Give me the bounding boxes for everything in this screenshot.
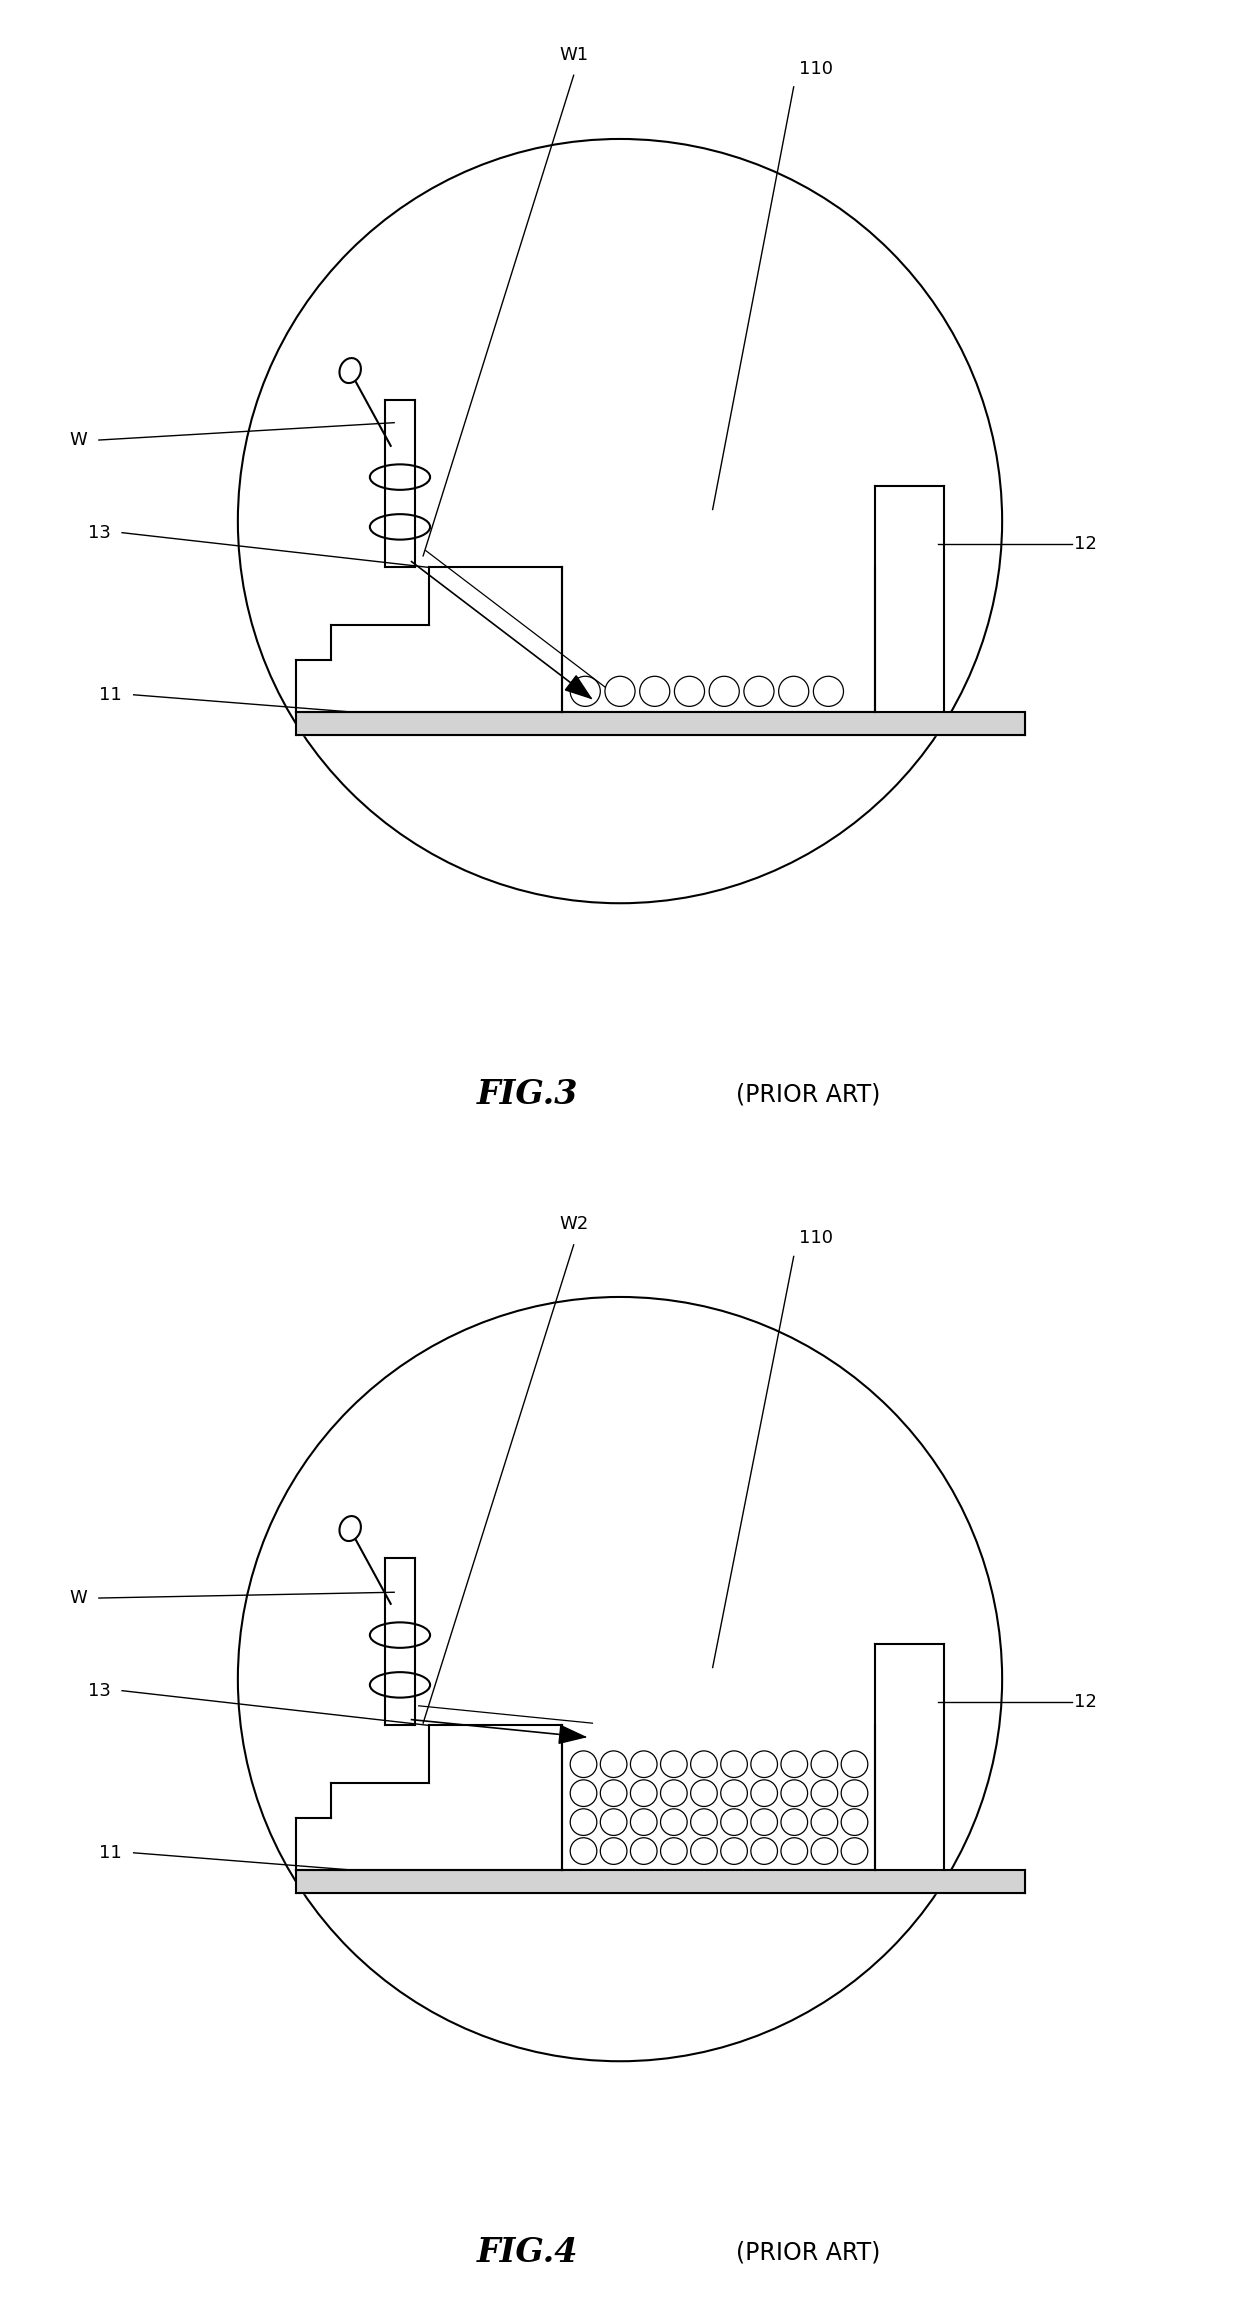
Circle shape	[661, 1751, 687, 1779]
Circle shape	[781, 1751, 807, 1779]
Text: 12: 12	[1074, 535, 1097, 554]
Text: FIG.4: FIG.4	[476, 2235, 578, 2270]
Circle shape	[691, 1839, 717, 1864]
Text: 11: 11	[99, 686, 122, 704]
Circle shape	[661, 1809, 687, 1834]
Text: (PRIOR ART): (PRIOR ART)	[735, 1082, 880, 1107]
Circle shape	[781, 1839, 807, 1864]
Circle shape	[781, 1779, 807, 1806]
Circle shape	[751, 1779, 777, 1806]
Circle shape	[720, 1779, 748, 1806]
Text: W: W	[69, 431, 87, 449]
Text: 110: 110	[800, 1230, 833, 1246]
Circle shape	[720, 1751, 748, 1779]
Circle shape	[781, 1809, 807, 1834]
Circle shape	[841, 1779, 868, 1806]
Circle shape	[661, 1839, 687, 1864]
Circle shape	[841, 1751, 868, 1779]
Circle shape	[691, 1809, 717, 1834]
Circle shape	[811, 1809, 838, 1834]
Circle shape	[691, 1779, 717, 1806]
Circle shape	[811, 1751, 838, 1779]
Circle shape	[751, 1809, 777, 1834]
Text: FIG.3: FIG.3	[476, 1077, 578, 1112]
Text: 12: 12	[1074, 1693, 1097, 1712]
Text: 13: 13	[88, 523, 110, 542]
Circle shape	[630, 1839, 657, 1864]
Polygon shape	[559, 1725, 585, 1744]
Circle shape	[600, 1809, 627, 1834]
Circle shape	[841, 1809, 868, 1834]
Polygon shape	[565, 676, 591, 699]
Text: (PRIOR ART): (PRIOR ART)	[735, 2240, 880, 2265]
Circle shape	[570, 1839, 596, 1864]
Circle shape	[600, 1839, 627, 1864]
Circle shape	[630, 1809, 657, 1834]
Circle shape	[751, 1751, 777, 1779]
Circle shape	[570, 1809, 596, 1834]
Circle shape	[811, 1779, 838, 1806]
Circle shape	[691, 1751, 717, 1779]
Circle shape	[630, 1779, 657, 1806]
Circle shape	[570, 1779, 596, 1806]
Circle shape	[811, 1839, 838, 1864]
Circle shape	[751, 1839, 777, 1864]
Circle shape	[630, 1751, 657, 1779]
Text: W1: W1	[559, 46, 588, 63]
Text: 13: 13	[88, 1681, 110, 1700]
Circle shape	[661, 1779, 687, 1806]
Circle shape	[600, 1779, 627, 1806]
Text: W2: W2	[559, 1216, 588, 1232]
Circle shape	[720, 1839, 748, 1864]
Text: 11: 11	[99, 1844, 122, 1862]
Circle shape	[720, 1809, 748, 1834]
Text: 110: 110	[800, 60, 833, 76]
Circle shape	[841, 1839, 868, 1864]
Text: W: W	[69, 1589, 87, 1607]
Circle shape	[600, 1751, 627, 1779]
Circle shape	[570, 1751, 596, 1779]
